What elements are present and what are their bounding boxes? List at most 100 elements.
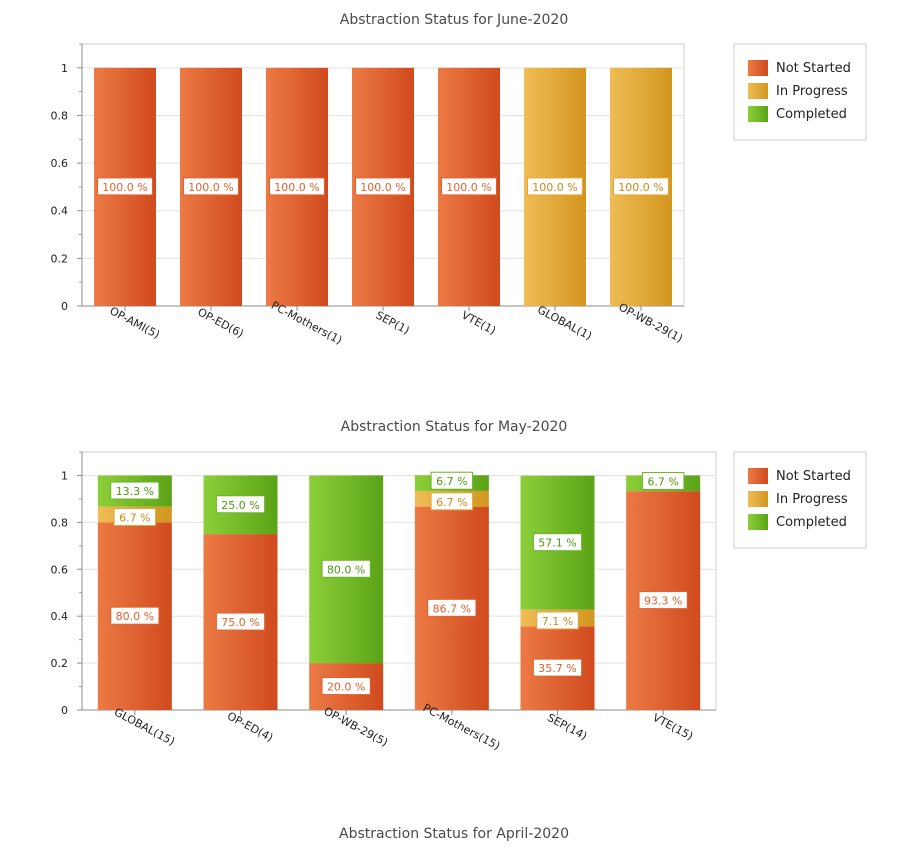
data-label-box: [441, 177, 497, 196]
chart-3: Abstraction Status for April-2020: [339, 826, 569, 842]
data-label-text: 100.0 %: [102, 181, 147, 194]
data-label-box: [97, 177, 153, 196]
data-label: 100.0 %: [97, 177, 153, 196]
x-category-label: VTE(1): [459, 309, 498, 338]
data-label-text: 75.0 %: [221, 616, 259, 629]
data-label-text: 100.0 %: [274, 181, 319, 194]
legend-label: In Progress: [776, 492, 848, 507]
x-category-label: SEP(14): [545, 711, 589, 743]
data-label-box: [215, 612, 266, 631]
chart-title: Abstraction Status for April-2020: [339, 826, 569, 842]
legend: Not Started In Progress Completed: [733, 451, 867, 549]
x-category-label: GLOBAL(15): [112, 706, 177, 749]
data-label-text: 6.7 %: [436, 496, 467, 509]
data-label-box: [527, 177, 583, 196]
data-label: 100.0 %: [183, 177, 239, 196]
legend-label: In Progress: [776, 84, 848, 99]
data-label-box: [215, 495, 266, 514]
data-label: 6.7 %: [430, 471, 474, 490]
data-label: 80.0 %: [321, 559, 371, 578]
data-label-text: 6.7 %: [119, 512, 150, 525]
data-label-box: [430, 471, 474, 490]
data-label: 75.0 %: [215, 612, 266, 631]
y-tick-label: 0.4: [51, 610, 69, 623]
data-label-box: [355, 177, 411, 196]
legend-swatch: [748, 106, 768, 122]
data-label-text: 93.3 %: [644, 595, 682, 608]
data-label: 86.7 %: [427, 598, 477, 617]
x-category-label: OP-WB-29(1): [616, 301, 684, 346]
chart-title: Abstraction Status for June-2020: [340, 12, 568, 28]
data-label-box: [641, 471, 685, 490]
x-category-label: OP-WB-29(5): [322, 705, 390, 750]
data-label: 25.0 %: [215, 495, 266, 514]
data-label: 100.0 %: [441, 177, 497, 196]
data-label-box: [532, 533, 583, 552]
data-label-text: 6.7 %: [647, 475, 678, 488]
data-label-text: 100.0 %: [360, 181, 405, 194]
legend-label: Not Started: [776, 469, 851, 484]
data-label-box: [110, 481, 160, 500]
data-label-text: 25.0 %: [221, 499, 259, 512]
data-label-text: 20.0 %: [327, 681, 365, 694]
x-category-label: OP-ED(4): [225, 709, 275, 744]
data-label-text: 100.0 %: [618, 181, 663, 194]
data-label: 80.0 %: [110, 606, 160, 625]
data-label-text: 35.7 %: [538, 662, 576, 675]
legend-swatch: [748, 60, 768, 76]
data-label-box: [613, 177, 669, 196]
legend-label: Completed: [776, 107, 847, 122]
y-tick-label: 0.2: [51, 657, 69, 670]
data-label-text: 80.0 %: [116, 610, 154, 623]
data-label: 100.0 %: [613, 177, 669, 196]
data-label: 6.7 %: [641, 471, 685, 490]
data-label-box: [638, 591, 688, 610]
legend-swatch: [748, 491, 768, 507]
data-label: 100.0 %: [355, 177, 411, 196]
y-tick-label: 0.8: [51, 516, 69, 529]
data-label: 100.0 %: [269, 177, 325, 196]
plot-area: [81, 451, 717, 711]
legend-label: Completed: [776, 515, 847, 530]
y-tick-label: 1: [61, 62, 68, 75]
legend-label: Not Started: [776, 61, 851, 76]
data-label: 6.7 %: [430, 492, 474, 511]
data-label-text: 100.0 %: [188, 181, 233, 194]
data-label-text: 80.0 %: [327, 563, 365, 576]
y-tick-label: 0.4: [51, 205, 69, 218]
data-label-box: [321, 559, 371, 578]
data-label-box: [427, 598, 477, 617]
x-category-label: OP-AMI(5): [107, 304, 161, 341]
x-category-label: GLOBAL(1): [535, 303, 594, 343]
x-category-label: OP-ED(6): [196, 305, 246, 340]
data-label: 7.1 %: [536, 611, 579, 630]
data-label: 35.7 %: [532, 658, 583, 677]
data-label-text: 86.7 %: [433, 602, 471, 615]
data-label: 57.1 %: [532, 533, 583, 552]
data-label-box: [321, 677, 371, 696]
chart-2: Abstraction Status for May-2020 0 0.2 0.4 0.…: [51, 419, 867, 753]
data-label: 100.0 %: [527, 177, 583, 196]
data-label-text: 57.1 %: [538, 537, 576, 550]
legend: Not Started In Progress Completed: [733, 43, 867, 141]
chart-title: Abstraction Status for May-2020: [341, 419, 568, 435]
y-tick-label: 0.6: [51, 157, 69, 170]
chart-1: Abstraction Status for June-2020 0 0.2 0.4 0…: [51, 12, 867, 347]
y-tick-label: 1: [61, 469, 68, 482]
data-label: 93.3 %: [638, 591, 688, 610]
legend-swatch: [748, 83, 768, 99]
legend-swatch: [748, 468, 768, 484]
data-label-box: [536, 611, 579, 630]
y-tick-label: 0.2: [51, 252, 69, 265]
x-category-label: VTE(15): [650, 711, 695, 743]
data-label-box: [113, 508, 157, 527]
data-label: 20.0 %: [321, 677, 371, 696]
data-label-box: [430, 492, 474, 511]
data-label-text: 7.1 %: [542, 615, 573, 628]
data-label: 13.3 %: [110, 481, 160, 500]
y-tick-label: 0: [61, 300, 68, 313]
data-label-text: 100.0 %: [446, 181, 491, 194]
y-tick-label: 0.6: [51, 563, 69, 576]
data-label: 6.7 %: [113, 508, 157, 527]
data-label-text: 13.3 %: [116, 485, 154, 498]
